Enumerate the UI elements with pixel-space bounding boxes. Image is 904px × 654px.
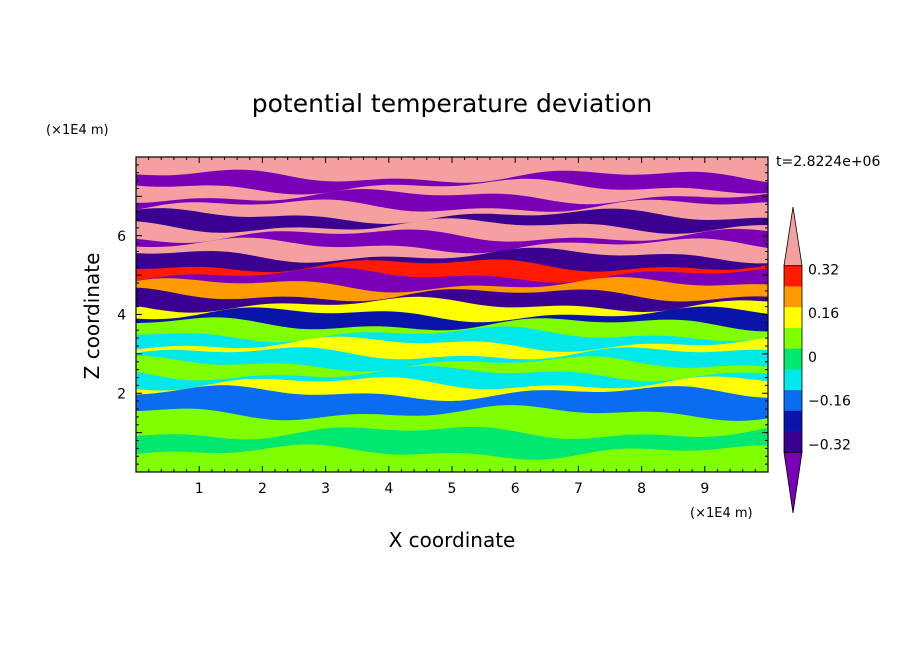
contour-band: [136, 444, 768, 472]
y-tick-label: 4: [117, 308, 126, 324]
colorbar-labels: 0.32 0.16 0 −0.16 −0.32: [808, 262, 851, 453]
colorbar-segment: [784, 286, 802, 308]
colorbar-segment: [784, 369, 802, 391]
time-label: t=2.8224e+06: [776, 154, 880, 170]
x-tick-label: 2: [258, 481, 267, 497]
x-axis-label: X coordinate: [389, 528, 516, 552]
axis-ticks: [135, 156, 769, 473]
x-tick-label: 3: [321, 481, 330, 497]
colorbar: [783, 206, 803, 514]
x-tick-label: 5: [448, 481, 457, 497]
x-tick-label: 6: [511, 481, 520, 497]
y-tick-label: 2: [117, 386, 126, 402]
x-tick-label: 1: [195, 481, 204, 497]
x-tick-label: 4: [384, 481, 393, 497]
y-axis-label: Z coordinate: [80, 253, 104, 380]
colorbar-segment: [784, 327, 802, 349]
colorbar-segment: [784, 431, 802, 453]
colorbar-max-arrow: [783, 206, 803, 267]
contour-field: [136, 157, 768, 472]
colorbar-outline: [783, 265, 803, 453]
colorbar-segment: [784, 348, 802, 370]
y-tick-label: 6: [117, 229, 126, 245]
y-unit-label: (×1E4 m): [46, 123, 109, 138]
colorbar-tick-label: −0.16: [808, 394, 851, 410]
x-tick-labels: 1 2 3 4 5 6 7 8 9: [195, 481, 710, 497]
colorbar-tick-label: 0.16: [808, 306, 839, 322]
colorbar-tick-label: 0.32: [808, 262, 839, 278]
colorbar-segment: [784, 410, 802, 432]
colorbar-tick-label: −0.32: [808, 437, 851, 453]
x-unit-label: (×1E4 m): [690, 506, 753, 521]
colorbar-segment: [784, 390, 802, 412]
colorbar-segment: [784, 307, 802, 329]
y-tick-labels: 2 4 6: [117, 229, 126, 403]
x-tick-label: 7: [574, 481, 583, 497]
x-tick-label: 9: [700, 481, 709, 497]
colorbar-min-arrow: [783, 451, 803, 514]
x-tick-label: 8: [637, 481, 646, 497]
colorbar-tick-label: 0: [808, 350, 817, 366]
colorbar-segment: [784, 265, 802, 287]
chart-title: potential temperature deviation: [252, 89, 652, 118]
